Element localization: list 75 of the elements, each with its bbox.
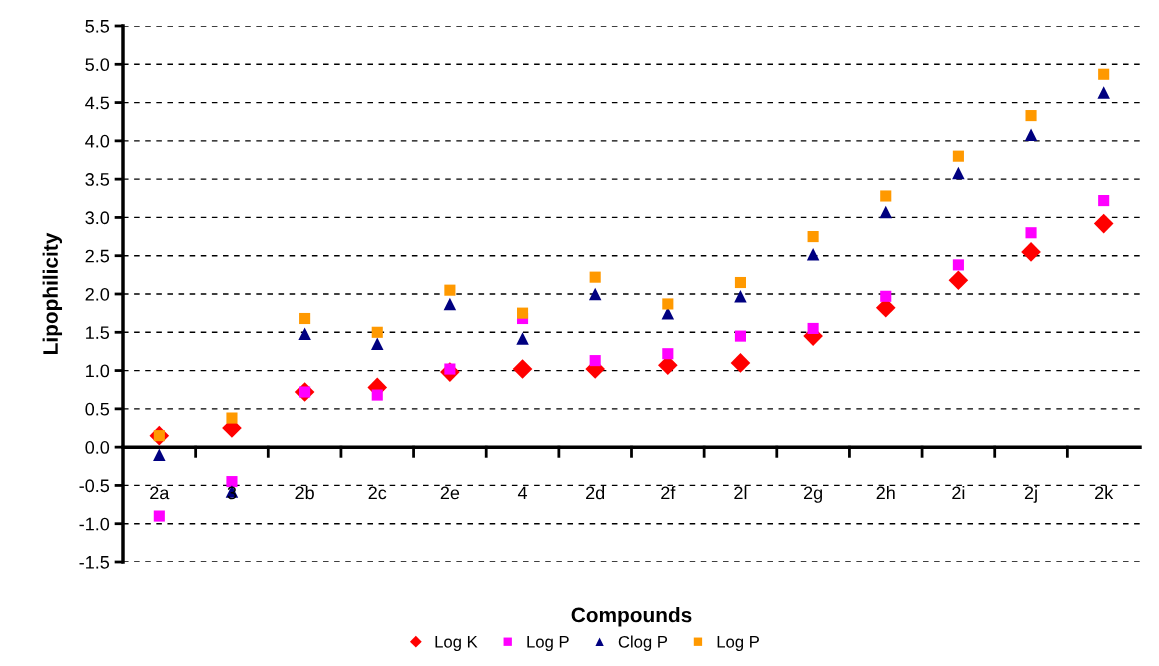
point <box>1024 128 1038 141</box>
y-tick-label: 5.0 <box>85 58 110 72</box>
point <box>952 259 964 271</box>
y-tick-label: 4.0 <box>85 134 110 148</box>
point <box>153 510 165 522</box>
y-tick-label: 3.5 <box>85 173 110 186</box>
point <box>880 190 892 202</box>
point <box>734 330 747 342</box>
y-axis-title: Lipophilicity <box>42 232 63 354</box>
point <box>516 307 529 319</box>
point <box>730 353 751 373</box>
x-tick-label: 4 <box>517 486 528 500</box>
x-tick-label: 3 <box>227 486 237 500</box>
y-tick-label: 0.0 <box>85 441 110 454</box>
point <box>1025 227 1037 239</box>
point <box>153 448 166 462</box>
point <box>1025 110 1037 122</box>
y-tick-label: 1.0 <box>86 364 110 378</box>
point <box>952 166 965 180</box>
x-tick-label: 2a <box>150 486 170 500</box>
y-tick-label: 2.5 <box>85 249 110 263</box>
y-tick-label: 2.0 <box>85 287 110 301</box>
y-tick-label: 5.5 <box>85 20 110 33</box>
point <box>734 290 747 303</box>
point <box>299 312 311 325</box>
point <box>371 337 384 351</box>
point <box>443 297 457 311</box>
point <box>880 290 892 302</box>
y-tick-label: -1.0 <box>79 517 110 531</box>
legend-label: Log P <box>717 636 759 651</box>
point <box>806 247 820 261</box>
point <box>1021 242 1041 262</box>
point <box>516 332 529 345</box>
point <box>662 298 674 310</box>
legend-label: Log P <box>527 636 569 651</box>
y-tick-label: 0.5 <box>85 402 110 416</box>
point <box>226 412 238 424</box>
point <box>298 327 311 341</box>
x-tick-label: 2h <box>876 486 895 500</box>
point <box>807 231 819 243</box>
point <box>589 355 601 367</box>
x-axis-title: Compounds <box>571 607 692 627</box>
point <box>589 271 601 283</box>
x-tick-label: 2e <box>440 486 460 500</box>
point <box>952 150 964 162</box>
y-tick-label: -0.5 <box>79 479 110 493</box>
point <box>1093 213 1114 234</box>
point <box>1098 68 1110 80</box>
point <box>1097 86 1110 99</box>
y-tick-label: -1.5 <box>79 556 110 569</box>
point <box>734 276 747 289</box>
x-tick-label: 2i <box>952 486 965 500</box>
point <box>371 326 383 338</box>
point <box>948 270 969 291</box>
point <box>588 287 602 301</box>
y-tick-label: 4.5 <box>85 96 110 110</box>
x-tick-label: 2g <box>803 486 822 503</box>
point <box>1098 195 1110 207</box>
point <box>512 359 533 379</box>
x-tick-label: 2f <box>661 486 676 500</box>
point <box>807 322 819 335</box>
y-tick-label: 3.0 <box>85 211 110 225</box>
point <box>879 205 892 219</box>
point <box>662 348 674 360</box>
point <box>444 284 456 296</box>
x-tick-label: 2k <box>1095 486 1114 500</box>
legend-label: Log K <box>435 636 478 651</box>
y-tick-label: 1.5 <box>86 326 110 340</box>
x-tick-label: 2d <box>586 486 605 500</box>
x-tick-label: 2b <box>295 486 314 500</box>
point <box>371 389 383 401</box>
x-tick-label: 2j <box>1024 486 1037 503</box>
x-tick-label: 2l <box>734 486 747 500</box>
x-tick-label: 2c <box>368 486 387 500</box>
legend-label: Clog P <box>618 635 668 651</box>
